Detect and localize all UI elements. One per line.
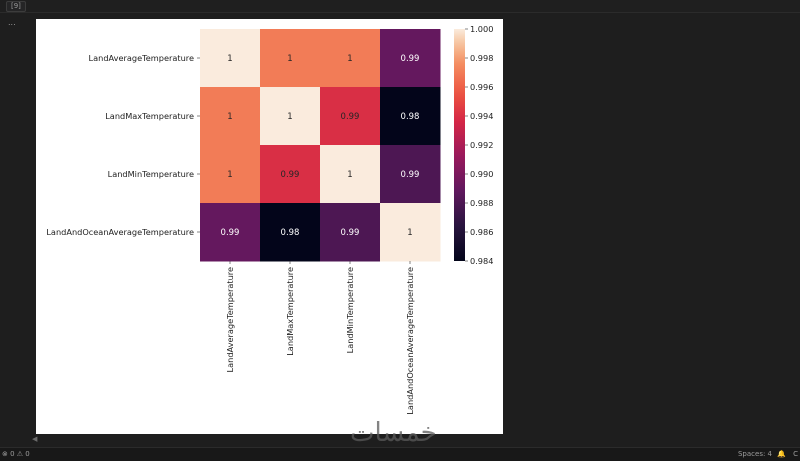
row-label: LandAndOceanAverageTemperature — [46, 227, 194, 237]
colorbar-tick-label: 0.998 — [470, 53, 493, 63]
heatmap-cell — [380, 87, 441, 146]
heatmap-cell — [260, 29, 321, 88]
copilot-icon[interactable]: C — [793, 450, 798, 458]
heatmap-cell-annotation: 1 — [227, 112, 232, 122]
heatmap-cell — [380, 29, 441, 88]
colorbar-tick-label: 0.986 — [470, 227, 493, 237]
colorbar-tick-label: 0.988 — [470, 198, 493, 208]
heatmap-cell — [200, 203, 261, 262]
heatmap-cell-annotation: 0.99 — [401, 170, 420, 180]
heatmap-cell-annotation: 0.98 — [281, 228, 300, 238]
correlation-heatmap: 1 1 1 0.99 1 1 0.99 0.98 1 0.99 1 0.99 0.99 0.98 0.99 1… — [46, 24, 493, 415]
heatmap-cell — [200, 87, 261, 146]
colorbar-tick-label: 0.996 — [470, 82, 493, 92]
colorbar — [454, 29, 465, 261]
row-label: LandMinTemperature — [108, 169, 194, 179]
heatmap-cell-annotation: 1 — [407, 228, 412, 238]
colorbar-tick-label: 0.992 — [470, 140, 493, 150]
colorbar-tick-label: 1.000 — [470, 24, 493, 34]
indentation-indicator[interactable]: Spaces: 4 — [737, 450, 772, 458]
status-bar: ⊗ 0 ⚠ 0 Spaces: 4 🔔 C — [0, 447, 800, 461]
column-label: LandMaxTemperature — [285, 267, 295, 356]
heatmap-cell-annotation: 1 — [347, 54, 352, 64]
heatmap-cell-annotation: 1 — [287, 54, 292, 64]
heatmap-cell — [260, 203, 321, 262]
heatmap-cell — [320, 87, 381, 146]
top-bar: [9] — [0, 0, 800, 13]
row-label: LandMaxTemperature — [105, 111, 194, 121]
horizontal-scrollbar[interactable]: ◀ — [30, 435, 510, 444]
heatmap-cell — [320, 203, 381, 262]
heatmap-cell — [200, 145, 261, 204]
colorbar-tick-label: 0.990 — [470, 169, 493, 179]
heatmap-cell — [320, 145, 381, 204]
heatmap-cell-annotation: 1 — [347, 170, 352, 180]
heatmap-cell-annotation: 0.99 — [341, 228, 360, 238]
output-ellipsis[interactable]: ... — [8, 18, 16, 27]
heatmap-cell — [380, 203, 441, 262]
heatmap-cell-annotation: 0.98 — [401, 112, 420, 122]
heatmap-cell-annotation: 0.99 — [281, 170, 300, 180]
cell-execution-tag[interactable]: [9] — [6, 1, 26, 12]
colorbar-tick-label: 0.994 — [470, 111, 493, 121]
heatmap-cell-annotation: 0.99 — [401, 54, 420, 64]
heatmap-cell — [380, 145, 441, 204]
colorbar-tick-label: 0.984 — [470, 256, 493, 266]
column-label: LandMinTemperature — [345, 267, 355, 353]
row-label: LandAverageTemperature — [89, 53, 194, 63]
scroll-left-icon[interactable]: ◀ — [32, 435, 38, 443]
problems-indicator[interactable]: ⊗ 0 ⚠ 0 — [2, 450, 30, 458]
heatmap-cell-annotation: 0.99 — [341, 112, 360, 122]
heatmap-cell — [200, 29, 261, 88]
heatmap-cell-annotation: 1 — [227, 54, 232, 64]
notification-bell-icon[interactable]: 🔔 — [777, 450, 786, 458]
watermark-logo: خمسات — [350, 418, 437, 448]
heatmap-cell — [260, 145, 321, 204]
heatmap-cell-annotation: 1 — [287, 112, 292, 122]
heatmap-cell — [320, 29, 381, 88]
column-label: LandAverageTemperature — [225, 267, 235, 372]
heatmap-cell — [260, 87, 321, 146]
cell-output: 1 1 1 0.99 1 1 0.99 0.98 1 0.99 1 0.99 0.99 0.98 0.99 1… — [36, 19, 503, 434]
heatmap-cell-annotation: 0.99 — [221, 228, 240, 238]
column-label: LandAndOceanAverageTemperature — [405, 267, 415, 415]
heatmap-cell-annotation: 1 — [227, 170, 232, 180]
